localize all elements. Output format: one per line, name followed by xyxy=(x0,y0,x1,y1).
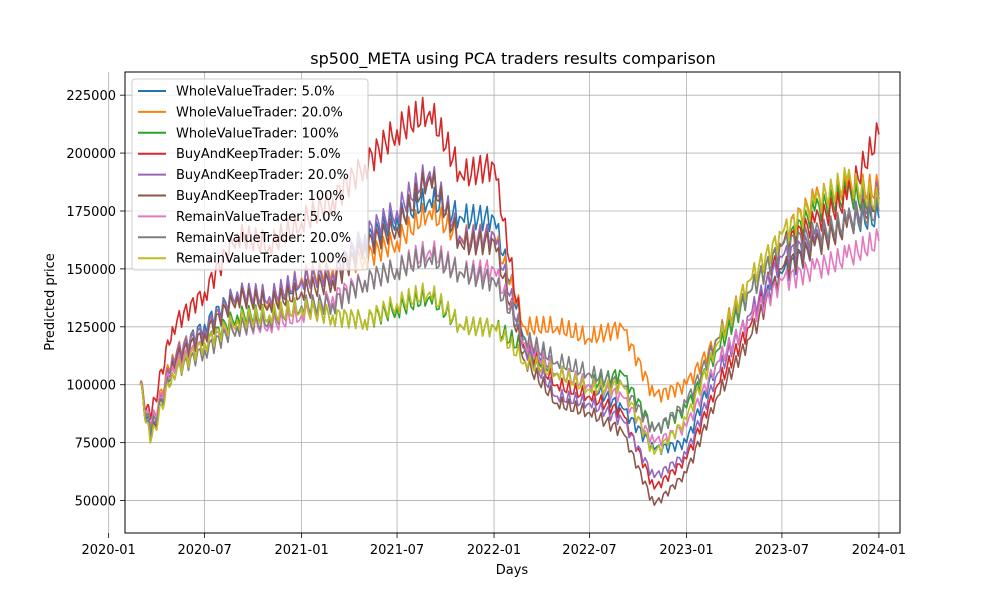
legend-box xyxy=(131,78,369,271)
plot-area xyxy=(124,71,901,534)
legend-label: BuyAndKeepTrader: 100% xyxy=(176,189,345,204)
y-tick-label: 150000 xyxy=(66,263,116,278)
series-line xyxy=(139,196,880,434)
x-axis: 2020-01 2020-07 2021-01 2021-07 2022-01 2022-… xyxy=(81,533,906,558)
x-tick-label: 2023-07 xyxy=(755,543,809,558)
legend-label: RemainValueTrader: 100% xyxy=(176,252,347,267)
legend-label: BuyAndKeepTrader: 5.0% xyxy=(176,147,341,162)
x-tick-label: 2024-01 xyxy=(852,543,906,558)
y-tick-label: 225000 xyxy=(66,89,116,104)
x-tick-label: 2022-01 xyxy=(467,543,521,558)
y-tick-label: 50000 xyxy=(75,495,116,510)
series-line xyxy=(139,164,880,479)
series-line xyxy=(139,166,880,455)
x-tick-label: 2022-07 xyxy=(562,543,616,558)
legend-label: WholeValueTrader: 100% xyxy=(176,126,339,141)
y-tick-label: 175000 xyxy=(66,205,116,220)
series-line xyxy=(139,170,880,506)
legend-label: WholeValueTrader: 20.0% xyxy=(176,105,343,120)
y-axis-label: Predicted price xyxy=(43,253,58,351)
x-tick-label: 2021-01 xyxy=(274,543,328,558)
x-tick-label: 2021-07 xyxy=(370,543,424,558)
legend: WholeValueTrader: 5.0% WholeValueTrader: … xyxy=(131,78,369,271)
chart-title: sp500_META using PCA traders results com… xyxy=(310,49,715,69)
x-axis-label: Days xyxy=(496,563,529,578)
x-tick-label: 2023-01 xyxy=(659,543,713,558)
x-tick-label: 2020-01 xyxy=(81,543,135,558)
y-tick-label: 75000 xyxy=(75,437,116,452)
legend-label: RemainValueTrader: 5.0% xyxy=(176,210,343,225)
y-tick-label: 100000 xyxy=(66,379,116,394)
y-tick-label: 125000 xyxy=(66,321,116,336)
x-tick-label: 2020-07 xyxy=(177,543,231,558)
legend-label: WholeValueTrader: 5.0% xyxy=(176,85,335,100)
y-tick-label: 200000 xyxy=(66,147,116,162)
legend-label: BuyAndKeepTrader: 20.0% xyxy=(176,168,349,183)
y-axis: 50000 75000 100000 125000 150000 175000 200000… xyxy=(66,89,125,510)
legend-label: RemainValueTrader: 20.0% xyxy=(176,231,351,246)
